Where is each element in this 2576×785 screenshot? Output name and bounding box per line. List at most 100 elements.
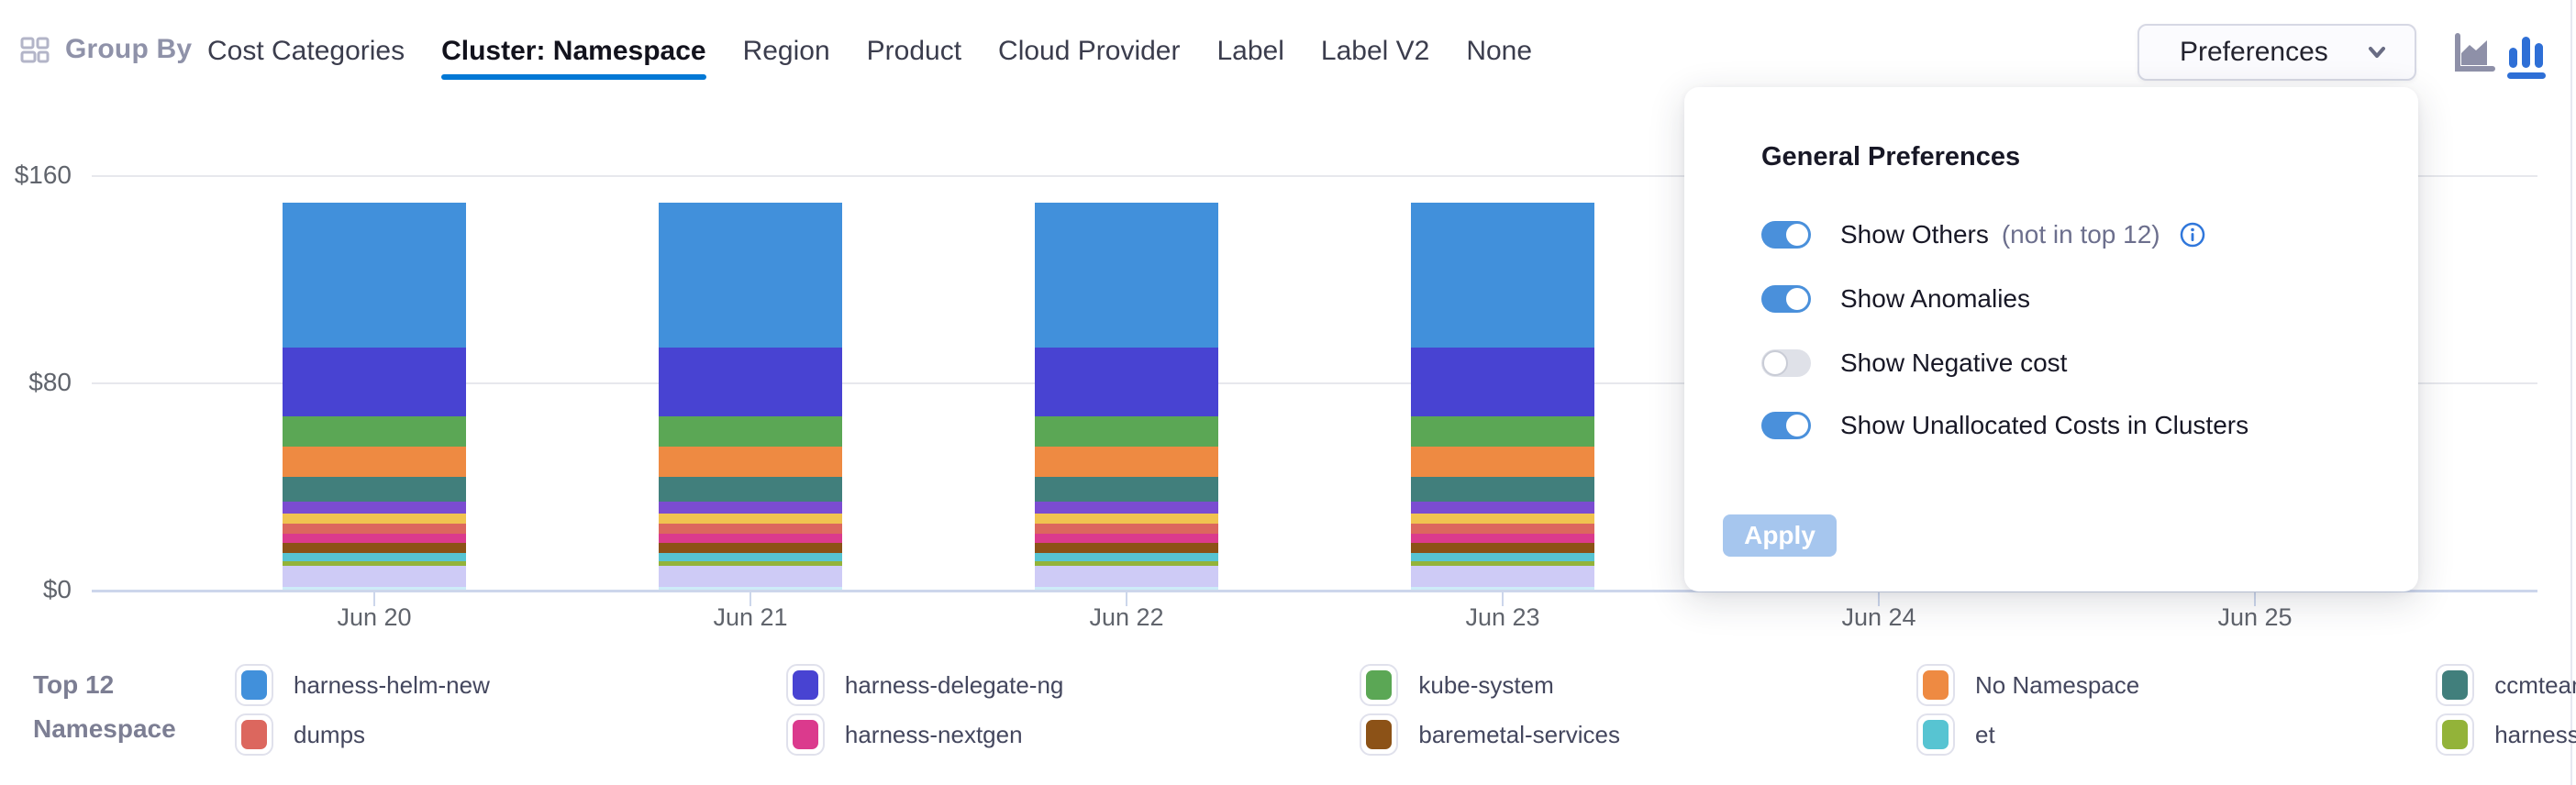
toggle-switch-show-unallocated-costs-in-clusters[interactable] <box>1761 412 1811 439</box>
bar-segment-harness-delegate-ng[interactable] <box>1411 347 1594 416</box>
legend-swatch <box>1360 664 1399 706</box>
bar-segment-unallocated[interactable] <box>659 586 842 590</box>
bar-segment-baremetal-services[interactable] <box>659 542 842 553</box>
tab-label[interactable]: Label <box>1216 36 1284 66</box>
bar-segment-no-namespace[interactable] <box>283 446 466 477</box>
legend-item-harness-helm-comp[interactable]: harness-helm-comp <box>2436 713 2576 756</box>
apply-button[interactable]: Apply <box>1723 514 1837 557</box>
bar-segment-others[interactable] <box>1035 565 1218 587</box>
bar-segment-et[interactable] <box>659 552 842 561</box>
bar-segment-ccmteam[interactable] <box>1035 476 1218 502</box>
preferences-dropdown-button[interactable]: Preferences <box>2137 24 2416 81</box>
bar-segment-tempo-mono[interactable] <box>283 513 466 524</box>
legend-item-ccmteam[interactable]: ccmteam <box>2436 664 2576 706</box>
bar-chart-icon <box>2507 37 2546 79</box>
x-tick <box>373 592 375 606</box>
bar-segment-dumps[interactable] <box>1411 523 1594 534</box>
y-tick-label: $0 <box>42 575 72 603</box>
bar-segment-unallocated[interactable] <box>1035 586 1218 590</box>
toggle-switch-show-others[interactable] <box>1761 221 1811 249</box>
tab-none[interactable]: None <box>1466 36 1533 66</box>
bar-segment-others[interactable] <box>283 565 466 587</box>
tab-cloud-provider[interactable]: Cloud Provider <box>998 36 1181 66</box>
bar-segment-harness-nextgen[interactable] <box>1035 533 1218 543</box>
bar-segment-kube-system[interactable] <box>1411 415 1594 447</box>
bar-segment-kube-system[interactable] <box>659 415 842 447</box>
legend-item-harness-helm-new[interactable]: harness-helm-new <box>235 664 490 706</box>
tab-region[interactable]: Region <box>742 36 830 66</box>
bar-segment-ccmteam[interactable] <box>1411 476 1594 502</box>
toggle-label: Show Others <box>1840 220 1989 249</box>
bar-segment-harness-delegate-ng[interactable] <box>1035 347 1218 416</box>
bar-segment-harness-helm-new[interactable] <box>659 202 842 348</box>
bar-segment-harness-helm-new[interactable] <box>1035 202 1218 348</box>
bar-segment-unallocated[interactable] <box>283 586 466 590</box>
bar-segment-no-namespace[interactable] <box>659 446 842 477</box>
bar-segment-harness-delegate-ng[interactable] <box>659 347 842 416</box>
bar-segment-tempo-mono[interactable] <box>1035 513 1218 524</box>
bar-segment-et[interactable] <box>1411 552 1594 561</box>
bar-segment-baremetal-services[interactable] <box>283 542 466 553</box>
bar-segment-harness-nextgen[interactable] <box>1411 533 1594 543</box>
bar-segment-otel[interactable] <box>1411 501 1594 514</box>
bar-segment-kube-system[interactable] <box>283 415 466 447</box>
bar-segment-tempo-mono[interactable] <box>659 513 842 524</box>
legend-item-harness-nextgen[interactable]: harness-nextgen <box>785 713 1064 756</box>
bar-segment-baremetal-services[interactable] <box>1035 542 1218 553</box>
bar-segment-harness-helm-comp[interactable] <box>283 560 466 566</box>
bar-segment-harness-delegate-ng[interactable] <box>283 347 466 416</box>
toggle-switch-show-anomalies[interactable] <box>1761 285 1811 313</box>
bar-jun-23[interactable] <box>1411 202 1594 590</box>
bar-segment-no-namespace[interactable] <box>1035 446 1218 477</box>
legend-item-et[interactable]: et <box>1916 713 2139 756</box>
group-by-control: Group By <box>19 33 192 66</box>
bar-segment-harness-nextgen[interactable] <box>659 533 842 543</box>
bar-segment-harness-helm-new[interactable] <box>1411 202 1594 348</box>
bar-jun-21[interactable] <box>659 202 842 590</box>
bar-segment-dumps[interactable] <box>1035 523 1218 534</box>
x-tick <box>1878 592 1880 606</box>
bar-segment-et[interactable] <box>283 552 466 561</box>
legend-item-kube-system[interactable]: kube-system <box>1360 664 1620 706</box>
tab-cost-categories[interactable]: Cost Categories <box>207 36 405 66</box>
bar-segment-harness-nextgen[interactable] <box>283 533 466 543</box>
bar-segment-tempo-mono[interactable] <box>1411 513 1594 524</box>
area-chart-toggle-button[interactable] <box>2451 31 2495 79</box>
bar-segment-harness-helm-comp[interactable] <box>1035 560 1218 566</box>
bar-chart-toggle-button[interactable] <box>2504 31 2548 79</box>
bar-segment-dumps[interactable] <box>283 523 466 534</box>
bar-segment-otel[interactable] <box>659 501 842 514</box>
bar-segment-harness-helm-new[interactable] <box>283 202 466 348</box>
info-icon[interactable] <box>2179 221 2206 249</box>
legend-item-harness-delegate-ng[interactable]: harness-delegate-ng <box>785 664 1063 706</box>
x-tick-label: Jun 22 <box>1089 603 1164 631</box>
bar-jun-20[interactable] <box>283 202 466 590</box>
legend-label: et <box>1975 720 1995 748</box>
legend-item-dumps[interactable]: dumps <box>235 713 490 756</box>
legend-item-baremetal-services[interactable]: baremetal-services <box>1360 713 1620 756</box>
bar-segment-harness-helm-comp[interactable] <box>1411 560 1594 566</box>
tab-label-v2[interactable]: Label V2 <box>1320 36 1430 66</box>
legend-item-no-namespace[interactable]: No Namespace <box>1916 664 2139 706</box>
bar-segment-otel[interactable] <box>1035 501 1218 514</box>
bar-segment-harness-helm-comp[interactable] <box>659 560 842 566</box>
toggle-switch-show-negative-cost[interactable] <box>1761 349 1811 377</box>
bar-segment-dumps[interactable] <box>659 523 842 534</box>
bar-segment-otel[interactable] <box>283 501 466 514</box>
tab-product[interactable]: Product <box>866 36 962 66</box>
tab-cluster-namespace[interactable]: Cluster: Namespace <box>441 35 706 80</box>
bar-segment-ccmteam[interactable] <box>283 476 466 502</box>
group-by-grid-icon <box>20 37 50 63</box>
bar-segment-et[interactable] <box>1035 552 1218 561</box>
bar-jun-22[interactable] <box>1035 202 1218 590</box>
legend-swatch <box>2436 713 2475 756</box>
bar-segment-others[interactable] <box>659 565 842 587</box>
y-tick-label: $160 <box>14 160 72 189</box>
legend-title-line2: Namespace <box>33 714 176 743</box>
bar-segment-ccmteam[interactable] <box>659 476 842 502</box>
bar-segment-others[interactable] <box>1411 565 1594 587</box>
bar-segment-no-namespace[interactable] <box>1411 446 1594 477</box>
bar-segment-kube-system[interactable] <box>1035 415 1218 447</box>
bar-segment-unallocated[interactable] <box>1411 586 1594 590</box>
bar-segment-baremetal-services[interactable] <box>1411 542 1594 553</box>
